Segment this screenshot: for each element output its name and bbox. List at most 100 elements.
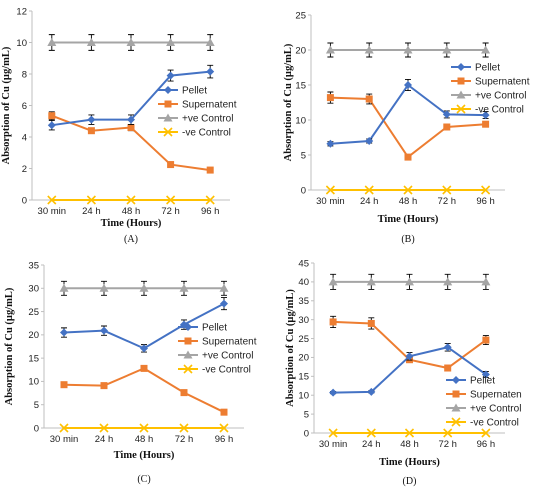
data-point: [326, 94, 334, 102]
y-tick-label: 0: [34, 423, 39, 434]
data-point: [219, 283, 229, 292]
data-point: [166, 38, 176, 46]
data-point: [366, 428, 376, 438]
series-pellet: [329, 343, 490, 397]
x-tick-label: 72 h: [175, 434, 194, 445]
y-tick-label: 8: [22, 69, 27, 80]
data-point: [167, 161, 175, 169]
data-point: [482, 336, 490, 344]
legend-label: Pellet: [470, 376, 495, 387]
legend-label: -ve Control: [470, 418, 519, 429]
x-tick-label: 24 h: [82, 206, 101, 217]
legend-label: -ve Control: [182, 128, 231, 139]
series-ve-control: [328, 273, 491, 290]
data-point: [364, 185, 374, 195]
data-point: [99, 423, 109, 433]
legend-swatch-marker: [452, 390, 460, 398]
data-point: [366, 277, 376, 286]
legend: Pellet Supernatent +ve Control -ve Control: [158, 86, 237, 139]
x-axis-title: Time (Hours): [101, 218, 162, 229]
y-tick-label: 0: [22, 195, 27, 206]
y-tick-label: 0: [301, 185, 306, 196]
data-point: [329, 388, 338, 397]
data-point: [126, 195, 136, 205]
data-point: [403, 45, 413, 54]
y-axis-title: Absorption of Cu (µg/mL): [4, 287, 15, 405]
data-point: [481, 45, 491, 54]
chart-panel-4: 0 5 10 15 20 25 30 35 40 45 30 min 24 h 48 h 72 h 96 h…: [285, 258, 522, 487]
series-ve-control: [47, 195, 215, 205]
series-ve-control: [328, 428, 491, 438]
data-point: [179, 283, 189, 292]
data-point: [140, 364, 148, 372]
legend-label: Supernatent: [182, 100, 237, 111]
data-point: [86, 195, 96, 205]
y-tick-label: 12: [16, 6, 27, 17]
y-axis-title: Absorption of Cu (µg/mL): [1, 46, 12, 164]
legend-label: +ve Control: [470, 404, 521, 415]
data-point: [140, 344, 148, 353]
chart-panel-1: 0 2 4 6 8 10 12 30 min 24 h 48 h 72 h 96 h Time (Hou…: [1, 6, 237, 245]
data-point: [166, 71, 175, 80]
y-tick-label: 30: [298, 315, 309, 326]
series-line: [63, 367, 225, 414]
data-point: [482, 120, 490, 128]
y-tick-label: 35: [298, 296, 309, 307]
y-axis-title: Absorption of Cu (µg/mL): [285, 289, 296, 407]
x-tick-label: 48 h: [399, 196, 418, 207]
x-tick-label: 24 h: [360, 196, 379, 207]
series-pellet: [60, 297, 228, 353]
y-tick-label: 20: [298, 353, 309, 364]
data-point: [86, 38, 96, 46]
y-tick-label: 5: [34, 400, 39, 411]
data-point: [365, 137, 374, 145]
data-point: [404, 153, 412, 161]
y-tick-label: 40: [298, 277, 309, 288]
legend-swatch-marker: [163, 113, 173, 122]
data-point: [481, 277, 491, 286]
legend-swatch-marker: [183, 350, 193, 359]
series-ve-control: [325, 185, 491, 195]
y-tick-label: 6: [22, 101, 27, 112]
legend-swatch-marker: [183, 364, 193, 374]
data-point: [139, 423, 149, 433]
data-point: [126, 38, 136, 46]
legend-label: -ve Control: [475, 105, 524, 116]
data-point: [365, 95, 373, 103]
data-point: [205, 195, 215, 205]
y-tick-label: 20: [295, 45, 306, 56]
x-tick-label: 30 min: [50, 434, 79, 445]
legend-swatch-marker: [451, 417, 461, 427]
data-point: [364, 45, 374, 54]
x-tick-label: 24 h: [95, 434, 114, 445]
data-point: [481, 428, 491, 438]
data-point: [481, 185, 491, 195]
x-axis-title: Time (Hours): [114, 450, 175, 461]
series-supernatent: [326, 91, 490, 161]
x-tick-label: 72 h: [161, 206, 180, 217]
legend: Pellet Supernatent +ve Control -ve Control: [178, 323, 257, 376]
y-tick-label: 15: [298, 372, 309, 383]
data-point: [442, 45, 452, 54]
legend-swatch-marker: [451, 403, 461, 412]
legend-label: +ve Control: [182, 114, 233, 125]
data-point: [99, 283, 109, 292]
y-tick-label: 30: [28, 284, 39, 295]
series-ve-control: [59, 280, 229, 296]
data-point: [87, 115, 96, 124]
data-point: [367, 387, 376, 396]
legend-label: Pellet: [475, 63, 500, 74]
data-point: [326, 139, 335, 148]
legend: Pellet Supernatent +ve Control -ve Control: [451, 63, 530, 116]
data-point: [403, 185, 413, 195]
data-point: [60, 381, 68, 389]
legend-swatch-marker: [163, 127, 173, 137]
data-point: [443, 277, 453, 286]
legend-label: Supernatent: [202, 337, 257, 348]
legend-swatch-marker: [164, 86, 172, 94]
data-point: [328, 428, 338, 438]
data-point: [220, 299, 228, 308]
series-ve-control: [325, 42, 491, 58]
data-point: [404, 428, 415, 438]
